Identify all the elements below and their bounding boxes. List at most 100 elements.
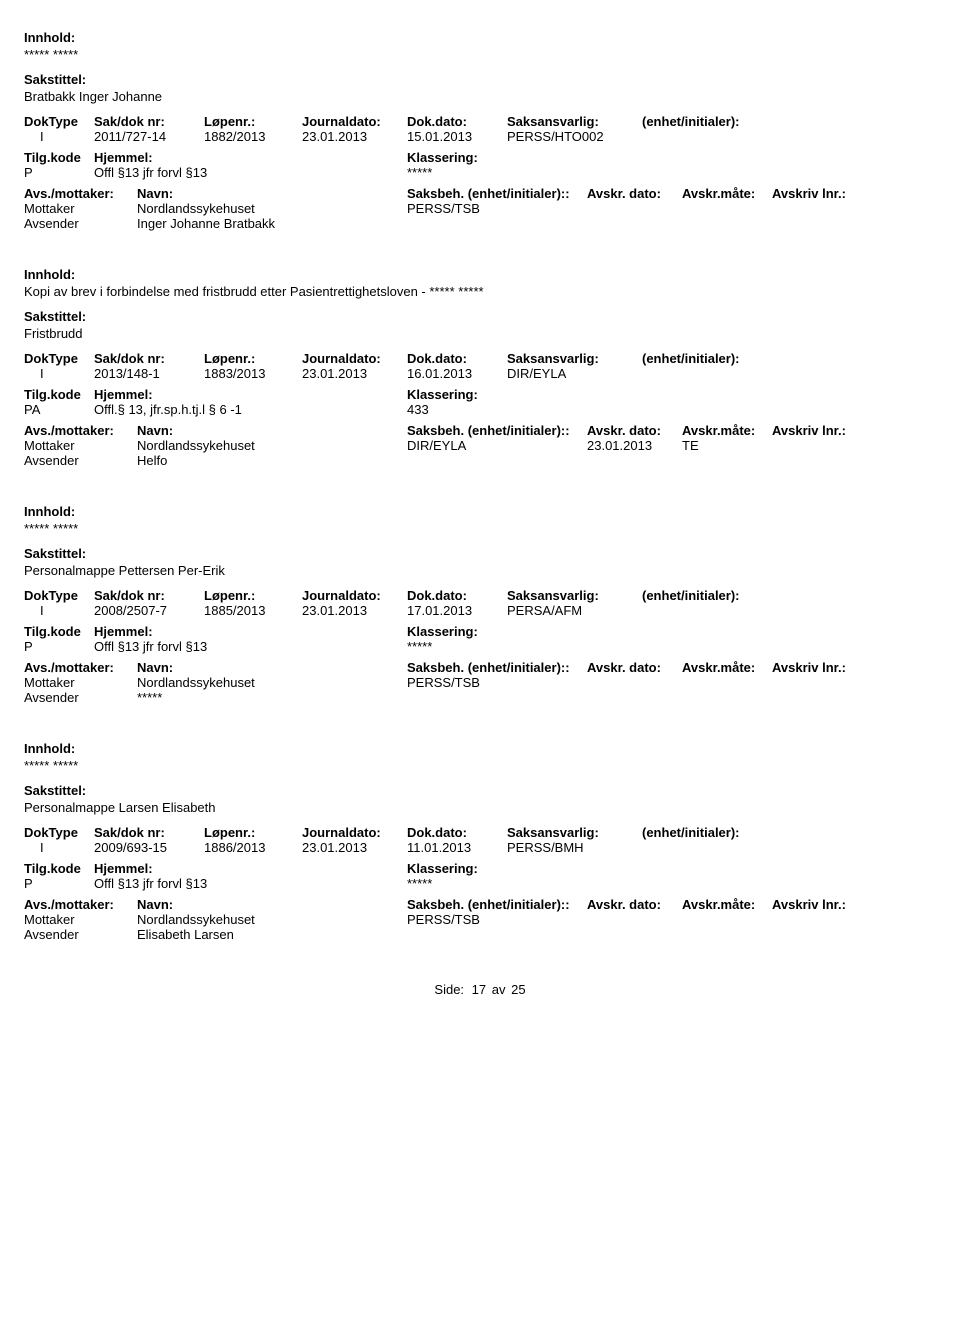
navn-header: Navn: (137, 660, 407, 675)
lopenr-value: 1885/2013 (204, 603, 302, 618)
saksansvarlig-value: DIR/EYLA (507, 366, 642, 381)
main-header-row: DokType Sak/dok nr: Løpenr.: Journaldato… (24, 588, 936, 603)
avsender-navn: ***** (137, 690, 407, 705)
enhet-header: (enhet/initialer): (642, 588, 936, 603)
avskrivlnr-header: Avskriv lnr.: (772, 897, 936, 912)
avskrivlnr-value (772, 438, 936, 453)
avskrivlnr-header: Avskriv lnr.: (772, 660, 936, 675)
klassering-header: Klassering: (407, 387, 936, 402)
enhet-inline-label: (enhet/initialer): (468, 660, 566, 675)
dokdato-header: Dok.dato: (407, 114, 507, 129)
avsender-navn: Inger Johanne Bratbakk (137, 216, 407, 231)
enhet-header: (enhet/initialer): (642, 114, 936, 129)
page-number: 17 (472, 982, 486, 997)
innhold-label: Innhold: (24, 30, 936, 45)
enhet-header: (enhet/initialer): (642, 351, 936, 366)
klassering-value: ***** (407, 639, 936, 654)
dokdato-value: 17.01.2013 (407, 603, 507, 618)
main-header-row: DokType Sak/dok nr: Løpenr.: Journaldato… (24, 351, 936, 366)
dokdato-value: 16.01.2013 (407, 366, 507, 381)
tilgkode-value: PA (24, 402, 94, 417)
klassering-header: Klassering: (407, 861, 936, 876)
avskrmate-header: Avskr.måte: (682, 660, 772, 675)
tilg-header-row: Tilg.kode Hjemmel: Klassering: (24, 624, 936, 639)
tilgkode-header: Tilg.kode (24, 861, 94, 876)
avsender-label: Avsender (24, 453, 137, 468)
mottaker-row: Mottaker Nordlandssykehuset PERSS/TSB (24, 912, 936, 927)
dokType-value: I (24, 129, 94, 144)
tilg-value-row: P Offl §13 jfr forvl §13 ***** (24, 165, 936, 180)
saksansvarlig-value: PERSA/AFM (507, 603, 642, 618)
hjemmel-header: Hjemmel: (94, 150, 407, 165)
hjemmel-header: Hjemmel: (94, 387, 407, 402)
saksbeh-value: DIR/EYLA (407, 438, 587, 453)
sakstittel-value: Personalmappe Larsen Elisabeth (24, 800, 936, 815)
avskrdato-header: Avskr. dato: (587, 897, 682, 912)
mottaker-label: Mottaker (24, 201, 137, 216)
enhet-value (642, 603, 936, 618)
avsender-row: Avsender Elisabeth Larsen (24, 927, 936, 942)
innhold-label: Innhold: (24, 504, 936, 519)
sakdok-value: 2008/2507-7 (94, 603, 204, 618)
saksansvarlig-header: Saksansvarlig: (507, 351, 642, 366)
hjemmel-header: Hjemmel: (94, 861, 407, 876)
avskrmate-value (682, 675, 772, 690)
dokdato-header: Dok.dato: (407, 588, 507, 603)
saksbeh-header: Saksbeh. (enhet/initialer):: (407, 423, 587, 438)
sakstittel-value: Bratbakk Inger Johanne (24, 89, 936, 104)
sakstittel-value: Fristbrudd (24, 326, 936, 341)
journaldato-value: 23.01.2013 (302, 603, 407, 618)
dokType-value: I (24, 603, 94, 618)
avskrivlnr-header: Avskriv lnr.: (772, 186, 936, 201)
saksansvarlig-header: Saksansvarlig: (507, 825, 642, 840)
dokdato-header: Dok.dato: (407, 351, 507, 366)
innhold-value: ***** ***** (24, 47, 936, 62)
hjemmel-value: Offl §13 jfr forvl §13 (94, 639, 407, 654)
lopenr-header: Løpenr.: (204, 825, 302, 840)
journal-record: Innhold: ***** ***** Sakstittel: Bratbak… (24, 30, 936, 231)
saksbeh-label: Saksbeh. (407, 897, 464, 912)
avskrdato-value: 23.01.2013 (587, 438, 682, 453)
innhold-label: Innhold: (24, 267, 936, 282)
dokType-header: DokType (24, 351, 94, 366)
innhold-label: Innhold: (24, 741, 936, 756)
main-header-row: DokType Sak/dok nr: Løpenr.: Journaldato… (24, 114, 936, 129)
navn-header: Navn: (137, 897, 407, 912)
avsmottaker-header: Avs./mottaker: (24, 660, 137, 675)
journal-record: Innhold: ***** ***** Sakstittel: Persona… (24, 741, 936, 942)
avsender-row: Avsender Helfo (24, 453, 936, 468)
tilgkode-header: Tilg.kode (24, 150, 94, 165)
sakstittel-label: Sakstittel: (24, 72, 936, 87)
avsender-row: Avsender ***** (24, 690, 936, 705)
mottaker-row: Mottaker Nordlandssykehuset DIR/EYLA 23.… (24, 438, 936, 453)
tilg-header-row: Tilg.kode Hjemmel: Klassering: (24, 387, 936, 402)
records-container: Innhold: ***** ***** Sakstittel: Bratbak… (24, 30, 936, 942)
avskrmate-header: Avskr.måte: (682, 897, 772, 912)
dokdato-value: 11.01.2013 (407, 840, 507, 855)
enhet-inline-label: (enhet/initialer): (468, 423, 566, 438)
avskrdato-value (587, 912, 682, 927)
main-value-row: I 2013/148-1 1883/2013 23.01.2013 16.01.… (24, 366, 936, 381)
enhet-inline-label: (enhet/initialer): (468, 186, 566, 201)
saksbeh-header: Saksbeh. (enhet/initialer):: (407, 186, 587, 201)
sakdok-header: Sak/dok nr: (94, 825, 204, 840)
avskrdato-value (587, 675, 682, 690)
avsmottaker-header-row: Avs./mottaker: Navn: Saksbeh. (enhet/ini… (24, 897, 936, 912)
enhet-value (642, 366, 936, 381)
dokType-header: DokType (24, 114, 94, 129)
saksbeh-label: Saksbeh. (407, 660, 464, 675)
side-label: Side: (434, 982, 464, 997)
sakdok-value: 2009/693-15 (94, 840, 204, 855)
avskrivlnr-value (772, 675, 936, 690)
avsmottaker-header: Avs./mottaker: (24, 186, 137, 201)
saksbeh-label: Saksbeh. (407, 423, 464, 438)
navn-header: Navn: (137, 423, 407, 438)
saksansvarlig-value: PERSS/HTO002 (507, 129, 642, 144)
tilgkode-value: P (24, 165, 94, 180)
lopenr-value: 1886/2013 (204, 840, 302, 855)
saksbeh-value: PERSS/TSB (407, 201, 587, 216)
journaldato-header: Journaldato: (302, 825, 407, 840)
avsender-label: Avsender (24, 690, 137, 705)
sakstittel-label: Sakstittel: (24, 546, 936, 561)
saksbeh-label: Saksbeh. (407, 186, 464, 201)
